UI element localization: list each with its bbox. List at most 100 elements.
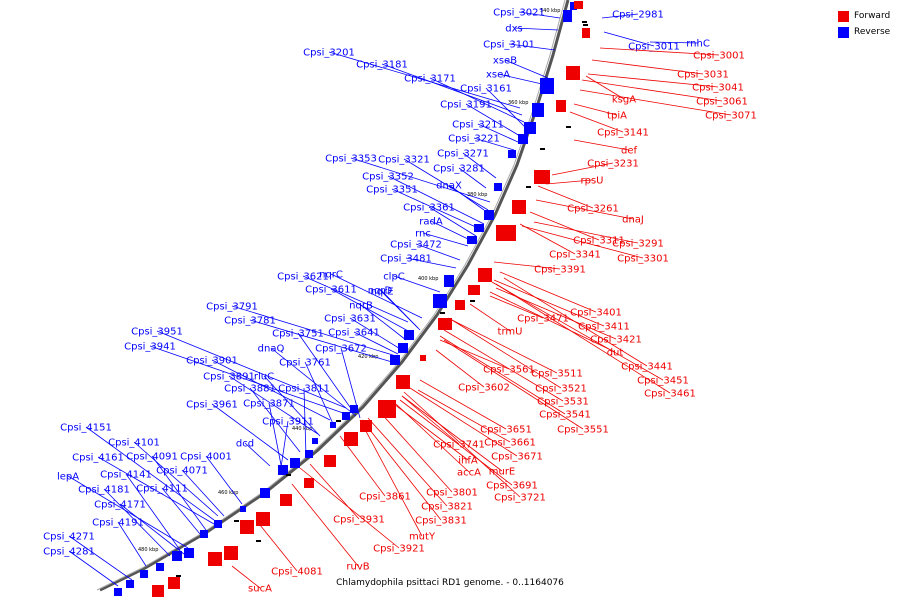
gene-label: Cpsi_4091 xyxy=(126,452,178,463)
tick-label: 460 kbp xyxy=(218,490,238,496)
gene-label: Cpsi_3201 xyxy=(303,48,355,59)
gene-label: Cpsi_3451 xyxy=(637,376,689,387)
gene-label: Cpsi_3931 xyxy=(333,515,385,526)
leader-line xyxy=(117,521,147,567)
leader-line xyxy=(367,417,448,507)
leader-line xyxy=(133,441,219,517)
gene-label: Cpsi_3361 xyxy=(403,203,455,214)
leader-line xyxy=(529,211,600,241)
leader-line xyxy=(393,275,441,293)
reverse-gene-block xyxy=(260,488,270,498)
leader-line xyxy=(403,391,521,498)
leader-line xyxy=(353,331,399,355)
leader-line xyxy=(419,379,507,430)
gene-label: Cpsi_3961 xyxy=(186,400,238,411)
leader-line xyxy=(228,375,319,435)
gene-label: Cpsi_3141 xyxy=(597,128,649,139)
reverse-swatch xyxy=(838,26,849,38)
forward-gene-block xyxy=(468,285,480,295)
gene-label: Cpsi_3271 xyxy=(437,149,489,160)
gene-label: Cpsi_3671 xyxy=(491,452,543,463)
leader-line xyxy=(409,387,518,457)
gene-label: Cpsi_4081 xyxy=(271,567,323,578)
leader-line xyxy=(161,487,201,535)
leader-line xyxy=(395,403,470,473)
leader-line xyxy=(379,411,453,493)
leader-line xyxy=(303,387,307,457)
reverse-gene-block xyxy=(172,551,182,561)
leader-line xyxy=(477,123,519,143)
genome-caption: Chlamydophila psittaci RD1 genome. - 0..… xyxy=(336,578,564,588)
gene-label: dnaX xyxy=(436,181,462,192)
leader-line xyxy=(581,79,723,102)
gene-label: xseB xyxy=(493,56,517,67)
reverse-gene-block xyxy=(184,548,194,558)
tick-label: 420 kbp xyxy=(358,354,378,360)
gene-label: Cpsi_3821 xyxy=(421,502,473,513)
gene-label: Cpsi_3791 xyxy=(206,302,258,313)
gene-label: Cpsi_3472 xyxy=(390,240,442,251)
gene-label: Cpsi_3891 xyxy=(203,372,255,383)
leader-line xyxy=(68,535,133,581)
leader-line xyxy=(403,158,489,211)
forward-gene-block xyxy=(168,577,180,589)
gene-label: Cpsi_3661 xyxy=(484,438,536,449)
gene-label: Cpsi_3181 xyxy=(356,60,408,71)
reverse-gene-block xyxy=(444,275,454,287)
gene-label: Cpsi_3101 xyxy=(483,40,535,51)
reverse-gene-block xyxy=(404,330,414,340)
gene-label: Cpsi_3551 xyxy=(557,425,609,436)
leader-line xyxy=(119,503,185,555)
gene-label: dxs xyxy=(505,24,522,35)
leader-line xyxy=(330,273,423,319)
leader-line xyxy=(585,75,625,100)
gene-label: Cpsi_4071 xyxy=(156,466,208,477)
forward-gene-block xyxy=(438,318,452,330)
gene-label: Cpsi_3801 xyxy=(426,488,478,499)
gene-label: nqrD xyxy=(368,286,393,297)
reverse-gene-block xyxy=(114,588,122,596)
gene-label: Cpsi_3602 xyxy=(458,383,510,394)
gene-label: Cpsi_3391 xyxy=(534,265,586,276)
gene-label: Cpsi_3751 xyxy=(272,329,324,340)
gene-label: Cpsi_3261 xyxy=(567,204,619,215)
gene-label: Cpsi_3911 xyxy=(262,417,314,428)
leader-line xyxy=(499,271,597,313)
reverse-gene-block xyxy=(518,134,528,144)
small-feature-mark xyxy=(440,312,445,314)
leader-line xyxy=(489,295,544,319)
leader-line xyxy=(429,77,525,123)
leader-line xyxy=(493,261,561,270)
tick-label: 400 kbp xyxy=(418,276,438,282)
forward-gene-block xyxy=(208,552,222,566)
leader-line xyxy=(435,349,485,388)
leader-line xyxy=(67,475,189,549)
gene-label: Cpsi_3861 xyxy=(359,492,411,503)
reverse-gene-block xyxy=(240,506,246,512)
leader-line xyxy=(151,455,207,531)
leader-line xyxy=(533,221,639,244)
gene-label: Cpsi_3291 xyxy=(612,239,664,250)
leader-line xyxy=(649,41,699,44)
small-feature-mark xyxy=(582,21,587,23)
gene-label: Cpsi_3521 xyxy=(535,384,587,395)
gene-label: clpC xyxy=(383,272,405,283)
leader-line xyxy=(579,89,732,116)
gene-label: ihfA xyxy=(458,456,478,467)
gene-label: Cpsi_3651 xyxy=(480,425,532,436)
leader-line xyxy=(417,389,511,443)
forward-gene-block xyxy=(344,432,358,446)
gene-label: Cpsi_3631 xyxy=(324,314,376,325)
leader-line xyxy=(513,27,559,31)
reverse-gene-block xyxy=(563,10,572,22)
gene-label: tpiA xyxy=(607,111,627,122)
tick-marks: 340 kbp 360 kbp 380 kbp 400 kbp 420 kbp 440 k… xyxy=(138,8,560,553)
gene-label: dut xyxy=(607,348,624,359)
gene-label: Cpsi_3021 xyxy=(493,8,545,19)
small-feature-mark xyxy=(526,186,531,188)
leader-line xyxy=(279,420,289,475)
leader-line xyxy=(451,319,562,389)
forward-gene-block xyxy=(496,225,516,241)
leader-line xyxy=(211,403,289,461)
leader-line xyxy=(211,359,331,421)
